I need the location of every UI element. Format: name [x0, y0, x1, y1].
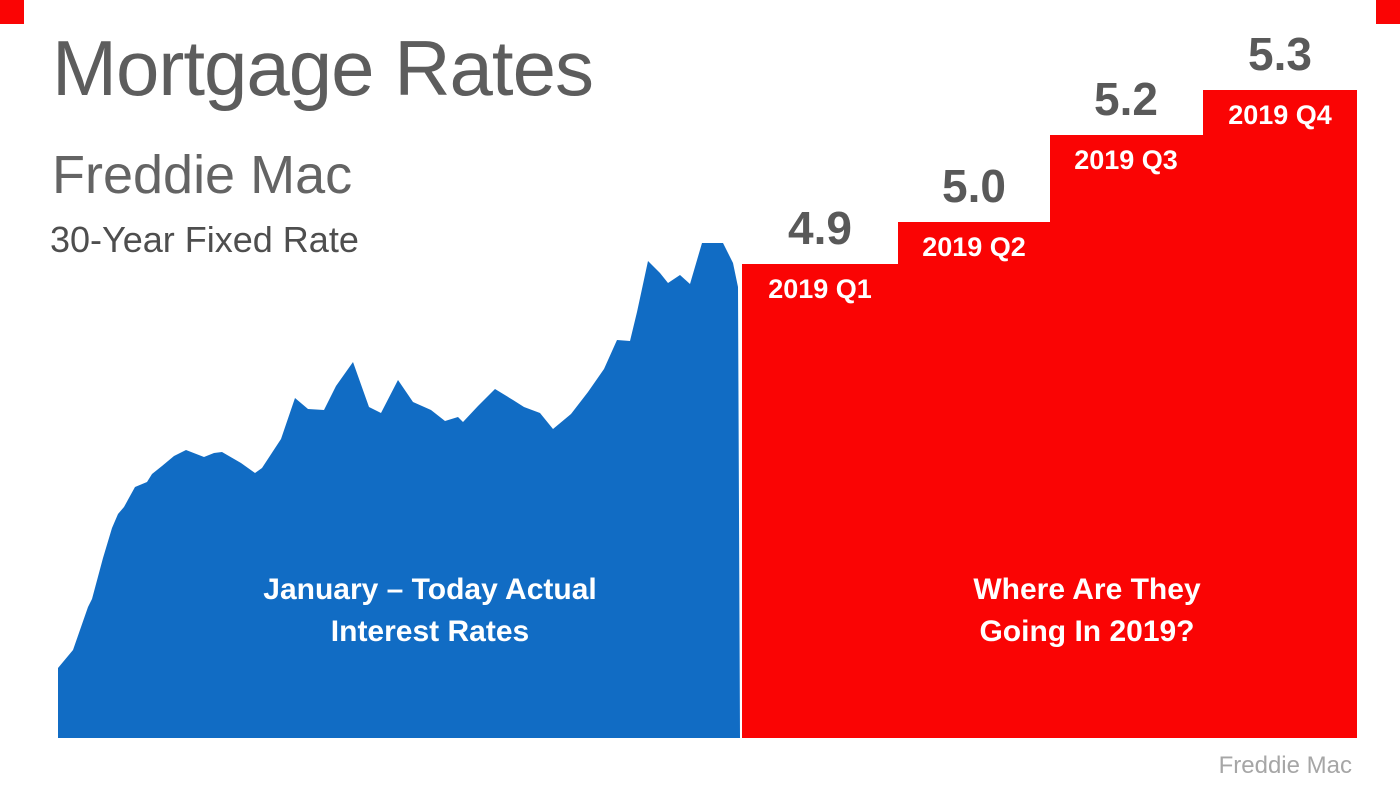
- forecast-value-q2: 5.0: [942, 160, 1006, 212]
- forecast-annotation-line1: Where Are They: [973, 573, 1201, 606]
- quarter-label-q3: 2019 Q3: [1074, 145, 1178, 175]
- page-title: Mortgage Rates: [52, 24, 594, 112]
- forecast-steps-area: [742, 90, 1357, 738]
- actual-rates-area: [58, 243, 740, 738]
- corner-accent-top-right: [1376, 0, 1400, 24]
- corner-accent-top-left: [0, 0, 24, 24]
- quarter-label-q4: 2019 Q4: [1228, 100, 1332, 130]
- forecast-annotation-line2: Going In 2019?: [979, 615, 1194, 648]
- forecast-value-q3: 5.2: [1094, 73, 1158, 125]
- forecast-value-q1: 4.9: [788, 202, 852, 254]
- forecast-steps-shape: [742, 90, 1357, 738]
- actual-rates-area-shape: [58, 243, 740, 738]
- quarter-label-q1: 2019 Q1: [768, 274, 872, 304]
- quarter-label-q2: 2019 Q2: [922, 232, 1026, 262]
- actual-annotation-line1: January – Today Actual: [263, 573, 596, 606]
- page-subsubtitle: 30-Year Fixed Rate: [50, 219, 359, 260]
- source-attribution: Freddie Mac: [1219, 752, 1352, 779]
- actual-annotation-line2: Interest Rates: [331, 615, 529, 648]
- page-subtitle: Freddie Mac: [52, 145, 353, 205]
- forecast-value-q4: 5.3: [1248, 28, 1312, 80]
